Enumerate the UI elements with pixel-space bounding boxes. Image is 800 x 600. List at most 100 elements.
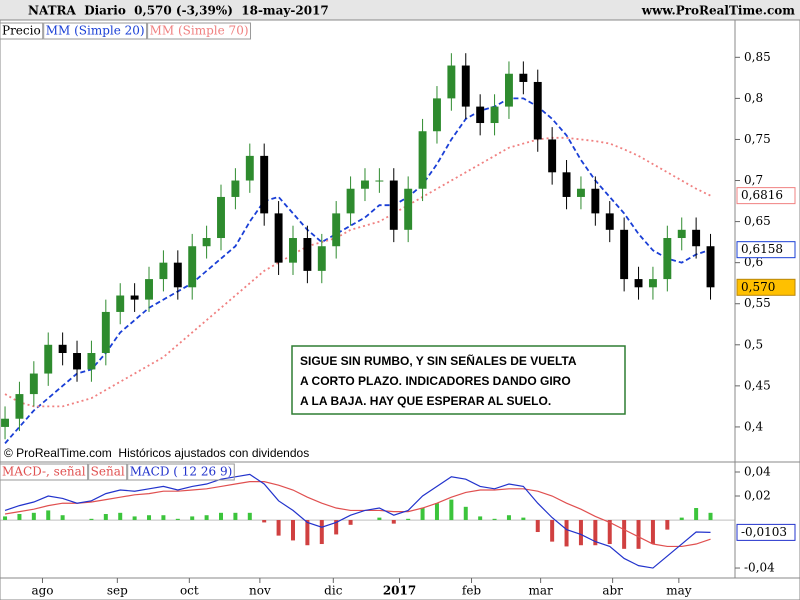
last-value-box bbox=[736, 241, 796, 259]
y-tick-label: 0,6 bbox=[744, 255, 763, 269]
histogram-bar bbox=[147, 515, 152, 521]
candle-body bbox=[29, 373, 38, 395]
y-tick-label: 0,75 bbox=[744, 132, 771, 146]
last-value-label: 0,6816 bbox=[741, 188, 783, 202]
candle-body bbox=[648, 279, 657, 288]
series-line bbox=[4, 481, 711, 548]
candle-body bbox=[231, 180, 240, 197]
x-tick-label: dic bbox=[324, 584, 343, 598]
y-tick-label: 0,65 bbox=[744, 214, 771, 228]
series-line bbox=[4, 97, 711, 444]
histogram-bar bbox=[348, 520, 353, 525]
candle-body bbox=[260, 155, 269, 214]
histogram-bar bbox=[46, 510, 51, 521]
histogram-bar bbox=[132, 516, 137, 521]
candle-body bbox=[706, 246, 715, 288]
footer-note: © ProRealTime.com Históricos ajustados c… bbox=[4, 446, 309, 460]
x-tick-label: abr bbox=[602, 584, 623, 598]
candle-body bbox=[663, 238, 672, 280]
header-site: www.ProRealTime.com bbox=[641, 4, 796, 18]
candle-body bbox=[433, 98, 441, 132]
legend-box bbox=[147, 22, 252, 40]
annotation-box bbox=[291, 345, 626, 415]
last-value-label: 0,570 bbox=[741, 280, 775, 294]
y-tick-label: 0,55 bbox=[744, 296, 771, 310]
histogram-bar bbox=[89, 518, 94, 521]
histogram-bar bbox=[622, 520, 627, 549]
y-tick-label: 0,45 bbox=[744, 378, 771, 392]
candle-body bbox=[461, 65, 470, 107]
annotation-line: A LA BAJA. HAY QUE ESPERAR AL SUELO. bbox=[300, 394, 551, 408]
candle-body bbox=[87, 353, 96, 370]
y-tick-label: -0,04 bbox=[744, 561, 775, 575]
annotation-line: A CORTO PLAZO. INDICADORES DANDO GIRO bbox=[300, 374, 571, 388]
histogram-bar bbox=[305, 520, 310, 546]
legend-entry: MM (Simple 70) bbox=[150, 24, 249, 38]
histogram-bar bbox=[204, 515, 209, 521]
legend-box bbox=[88, 463, 128, 481]
legend-box bbox=[43, 22, 148, 40]
histogram-bar bbox=[478, 516, 483, 521]
candle-body bbox=[418, 131, 427, 189]
histogram-bar bbox=[535, 520, 540, 533]
x-tick-label: mar bbox=[528, 584, 553, 598]
x-tick-label: feb bbox=[462, 584, 482, 598]
histogram-bar bbox=[319, 520, 324, 545]
annotation-line: SIGUE SIN RUMBO, Y SIN SEÑALES DE VUELTA bbox=[300, 353, 577, 368]
last-value-label: -0,0103 bbox=[741, 525, 787, 539]
histogram-bar bbox=[161, 515, 166, 521]
candle-body bbox=[634, 279, 643, 288]
candle-body bbox=[519, 73, 528, 82]
histogram-bar bbox=[679, 517, 684, 521]
histogram-bar bbox=[103, 514, 108, 521]
histogram-bar bbox=[391, 520, 396, 524]
histogram-bar bbox=[190, 516, 195, 521]
candle-body bbox=[591, 188, 600, 214]
header-bar bbox=[0, 0, 800, 20]
x-tick-label: sep bbox=[107, 584, 128, 598]
candle-body bbox=[202, 238, 211, 247]
y-tick-label: 0,85 bbox=[744, 50, 771, 64]
histogram-bar bbox=[60, 515, 65, 521]
histogram-bar bbox=[219, 512, 224, 521]
candle-body bbox=[533, 81, 542, 140]
last-value-box bbox=[736, 523, 796, 541]
legend-entry: MACD ( 12 26 9) bbox=[130, 465, 233, 479]
candle-body bbox=[504, 73, 513, 107]
candle-body bbox=[605, 213, 614, 230]
x-tick-label: nov bbox=[249, 584, 271, 598]
histogram-bar bbox=[17, 514, 22, 521]
histogram-bar bbox=[463, 506, 468, 521]
candle-body bbox=[217, 196, 225, 239]
candle-body bbox=[562, 172, 571, 197]
histogram-bar bbox=[506, 515, 511, 521]
candle-body bbox=[245, 155, 254, 181]
histogram-bar bbox=[31, 512, 36, 521]
last-value-box bbox=[736, 187, 796, 205]
histogram-bar bbox=[420, 508, 425, 521]
candle-body bbox=[303, 238, 312, 271]
y-tick-label: 0,02 bbox=[744, 489, 771, 503]
candle-body bbox=[404, 188, 413, 230]
candle-body bbox=[476, 106, 485, 124]
candle-body bbox=[188, 246, 197, 288]
histogram-bar bbox=[3, 516, 8, 521]
candle-body bbox=[101, 311, 110, 354]
candle-body bbox=[490, 106, 499, 124]
histogram-bar bbox=[247, 512, 252, 521]
y-tick-label: 0,8 bbox=[744, 91, 763, 105]
x-tick-label: oct bbox=[180, 584, 199, 598]
candle-body bbox=[145, 279, 153, 300]
legend-box bbox=[0, 22, 44, 40]
candle-body bbox=[73, 353, 81, 370]
candle-body bbox=[332, 213, 341, 247]
candle-body bbox=[447, 65, 456, 99]
histogram-bar bbox=[665, 520, 670, 530]
histogram-bar bbox=[550, 520, 555, 542]
histogram-bar bbox=[578, 520, 583, 546]
candle-body bbox=[346, 188, 355, 214]
x-tick-label: ago bbox=[31, 584, 53, 598]
histogram-bar bbox=[233, 512, 238, 521]
candle-body bbox=[1, 418, 9, 427]
